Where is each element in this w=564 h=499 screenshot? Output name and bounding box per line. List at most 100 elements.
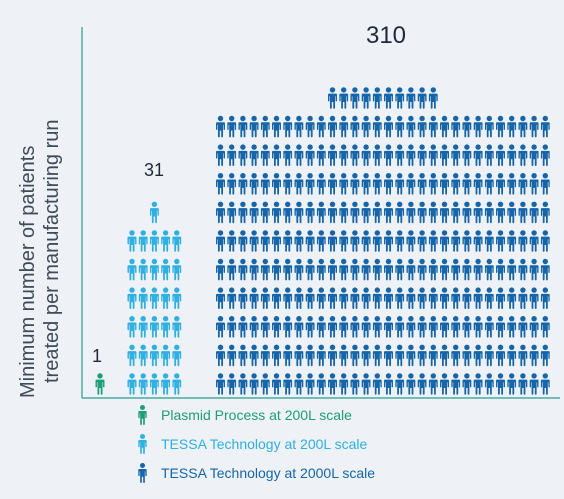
- person-icon: [484, 201, 494, 224]
- person-icon: [440, 144, 449, 166]
- person-icon: [361, 144, 371, 166]
- person-icon: [316, 316, 326, 338]
- person-icon: [473, 344, 483, 367]
- person-icon: [138, 344, 148, 367]
- person-icon: [316, 144, 326, 166]
- person-icon: [260, 344, 270, 367]
- person-icon: [294, 173, 304, 195]
- person-icon: [328, 201, 337, 224]
- person-icon: [496, 201, 505, 224]
- person-icon: [328, 344, 337, 367]
- person-icon: [428, 344, 438, 367]
- person-icon: [305, 258, 315, 281]
- person-icon: [283, 144, 293, 166]
- person-icon: [138, 258, 148, 281]
- person-icon: [305, 144, 315, 166]
- person-icon: [462, 316, 472, 338]
- person-icon: [294, 258, 304, 281]
- person-icon: [529, 173, 539, 195]
- person-icon: [440, 115, 449, 138]
- person-icon: [406, 144, 416, 166]
- person-icon: [138, 373, 148, 395]
- person-icon: [529, 344, 539, 367]
- person-icon: [372, 287, 382, 309]
- legend-label-tessa-2000l: TESSA Technology at 2000L scale: [161, 465, 375, 481]
- person-icon: [172, 344, 182, 367]
- person-icon: [249, 115, 259, 138]
- person-icon: [518, 287, 528, 309]
- person-icon: [172, 230, 182, 252]
- person-icon: [417, 287, 427, 309]
- person-icon: [316, 115, 326, 138]
- person-icon: [473, 173, 483, 195]
- person-icon: [272, 373, 281, 395]
- person-icon: [95, 373, 105, 395]
- person-icon: [428, 115, 438, 138]
- person-icon: [451, 344, 461, 367]
- person-icon: [305, 287, 315, 309]
- person-icon: [372, 258, 382, 281]
- person-icon: [417, 87, 427, 109]
- person-icon: [339, 144, 349, 166]
- person-icon: [507, 344, 517, 367]
- person-icon: [428, 373, 438, 395]
- person-icon: [395, 173, 405, 195]
- person-icon: [440, 258, 449, 281]
- person-icon: [283, 230, 293, 252]
- person-icon: [339, 287, 349, 309]
- person-icon: [216, 115, 225, 138]
- person-icon: [350, 87, 360, 109]
- person-icon: [172, 373, 182, 395]
- count-label-tessa-200l: 31: [144, 160, 164, 180]
- person-icon: [428, 316, 438, 338]
- person-icon: [283, 344, 293, 367]
- person-icon: [473, 201, 483, 224]
- person-icon: [328, 87, 337, 109]
- person-icon: [417, 258, 427, 281]
- person-icon: [462, 287, 472, 309]
- person-icon: [518, 230, 528, 252]
- person-icon: [496, 144, 505, 166]
- person-icon: [406, 115, 416, 138]
- legend-icon-tessa-2000l: [138, 463, 147, 483]
- person-icon: [138, 287, 148, 309]
- person-icon: [428, 258, 438, 281]
- person-icon: [395, 258, 405, 281]
- person-icon: [172, 258, 182, 281]
- person-icon: [540, 115, 550, 138]
- person-icon: [260, 287, 270, 309]
- person-icon: [272, 344, 281, 367]
- person-icon: [361, 258, 371, 281]
- person-icon: [361, 87, 371, 109]
- person-icon: [384, 173, 393, 195]
- person-icon: [161, 344, 171, 367]
- person-icon: [316, 287, 326, 309]
- person-icon: [507, 287, 517, 309]
- person-icon: [473, 230, 483, 252]
- person-icon: [216, 230, 225, 252]
- person-icon: [339, 201, 349, 224]
- person-icon: [529, 316, 539, 338]
- person-icon: [238, 201, 248, 224]
- person-icon: [417, 316, 427, 338]
- person-icon: [529, 201, 539, 224]
- person-icon: [238, 173, 248, 195]
- person-icon: [361, 344, 371, 367]
- person-icon: [440, 173, 449, 195]
- person-icon: [507, 258, 517, 281]
- person-icon: [529, 258, 539, 281]
- person-icon: [294, 115, 304, 138]
- person-icon: [361, 287, 371, 309]
- person-icon: [249, 201, 259, 224]
- person-icon: [518, 258, 528, 281]
- person-icon: [127, 344, 137, 367]
- person-icon: [238, 230, 248, 252]
- person-icon: [484, 373, 494, 395]
- person-icon: [395, 230, 405, 252]
- person-icon: [127, 287, 137, 309]
- person-icon: [216, 258, 225, 281]
- person-icon: [372, 144, 382, 166]
- person-icon: [451, 201, 461, 224]
- person-icon: [540, 316, 550, 338]
- person-icon: [227, 201, 237, 224]
